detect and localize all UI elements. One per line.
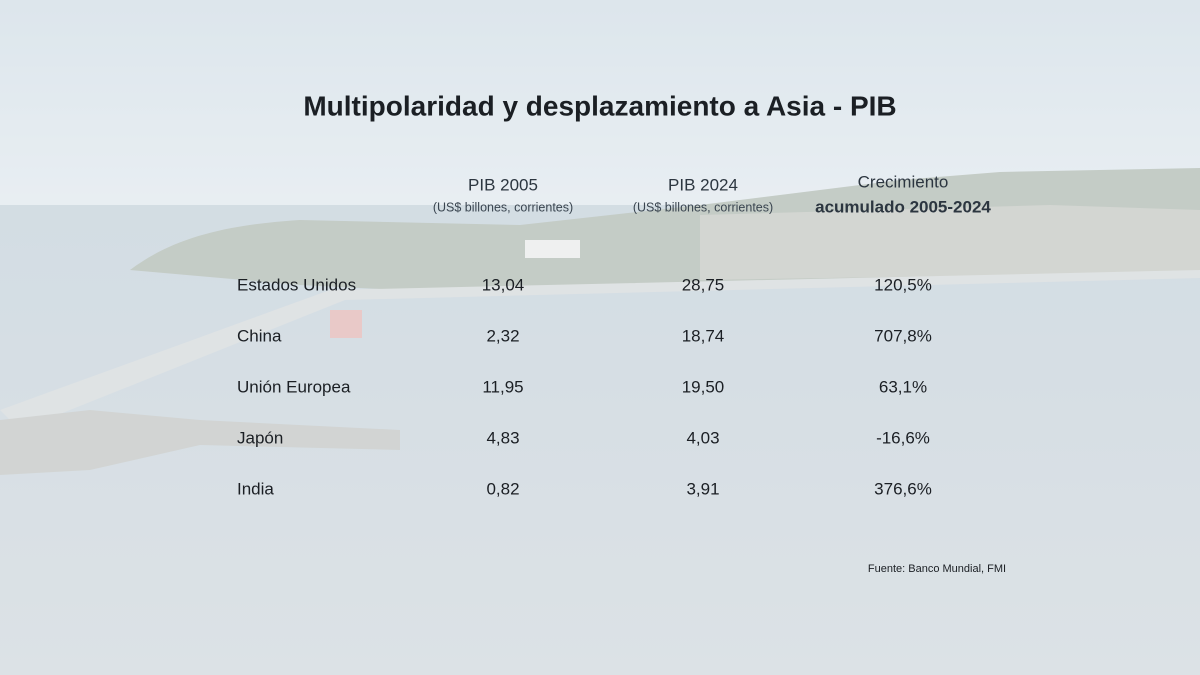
cell-value: 0,82 [486, 479, 519, 498]
column-subtitle: (US$ billones, corrientes) [433, 200, 573, 214]
slide-title: Multipolaridad y desplazamiento a Asia -… [303, 90, 896, 121]
row-label: India [237, 479, 274, 498]
cell-value: 376,6% [874, 479, 932, 498]
column-title: PIB 2024 [668, 175, 738, 194]
column-subtitle: (US$ billones, corrientes) [633, 200, 773, 214]
cell-value: 4,03 [686, 428, 719, 447]
cell-value: 28,75 [682, 275, 725, 294]
cell-value: 19,50 [682, 377, 725, 396]
cell-value: 2,32 [486, 326, 519, 345]
cell-value: -16,6% [876, 428, 930, 447]
row-label: Japón [237, 428, 283, 447]
row-label: China [237, 326, 282, 345]
row-label: Estados Unidos [237, 275, 356, 294]
cell-value: 63,1% [879, 377, 927, 396]
cell-value: 3,91 [686, 479, 719, 498]
column-title: Crecimiento [858, 172, 949, 191]
cell-value: 13,04 [482, 275, 525, 294]
cell-value: 4,83 [486, 428, 519, 447]
cell-value: 120,5% [874, 275, 932, 294]
cell-value: 11,95 [482, 377, 523, 396]
row-label: Unión Europea [237, 377, 351, 396]
table-body: Estados Unidos 13,04 28,75 120,5% China 2,32 1… [237, 275, 932, 498]
cell-value: 707,8% [874, 326, 932, 345]
column-title: PIB 2005 [468, 175, 538, 194]
source-note: Fuente: Banco Mundial, FMI [868, 563, 1006, 575]
column-title: acumulado 2005-2024 [815, 197, 991, 216]
cell-value: 18,74 [682, 326, 725, 345]
